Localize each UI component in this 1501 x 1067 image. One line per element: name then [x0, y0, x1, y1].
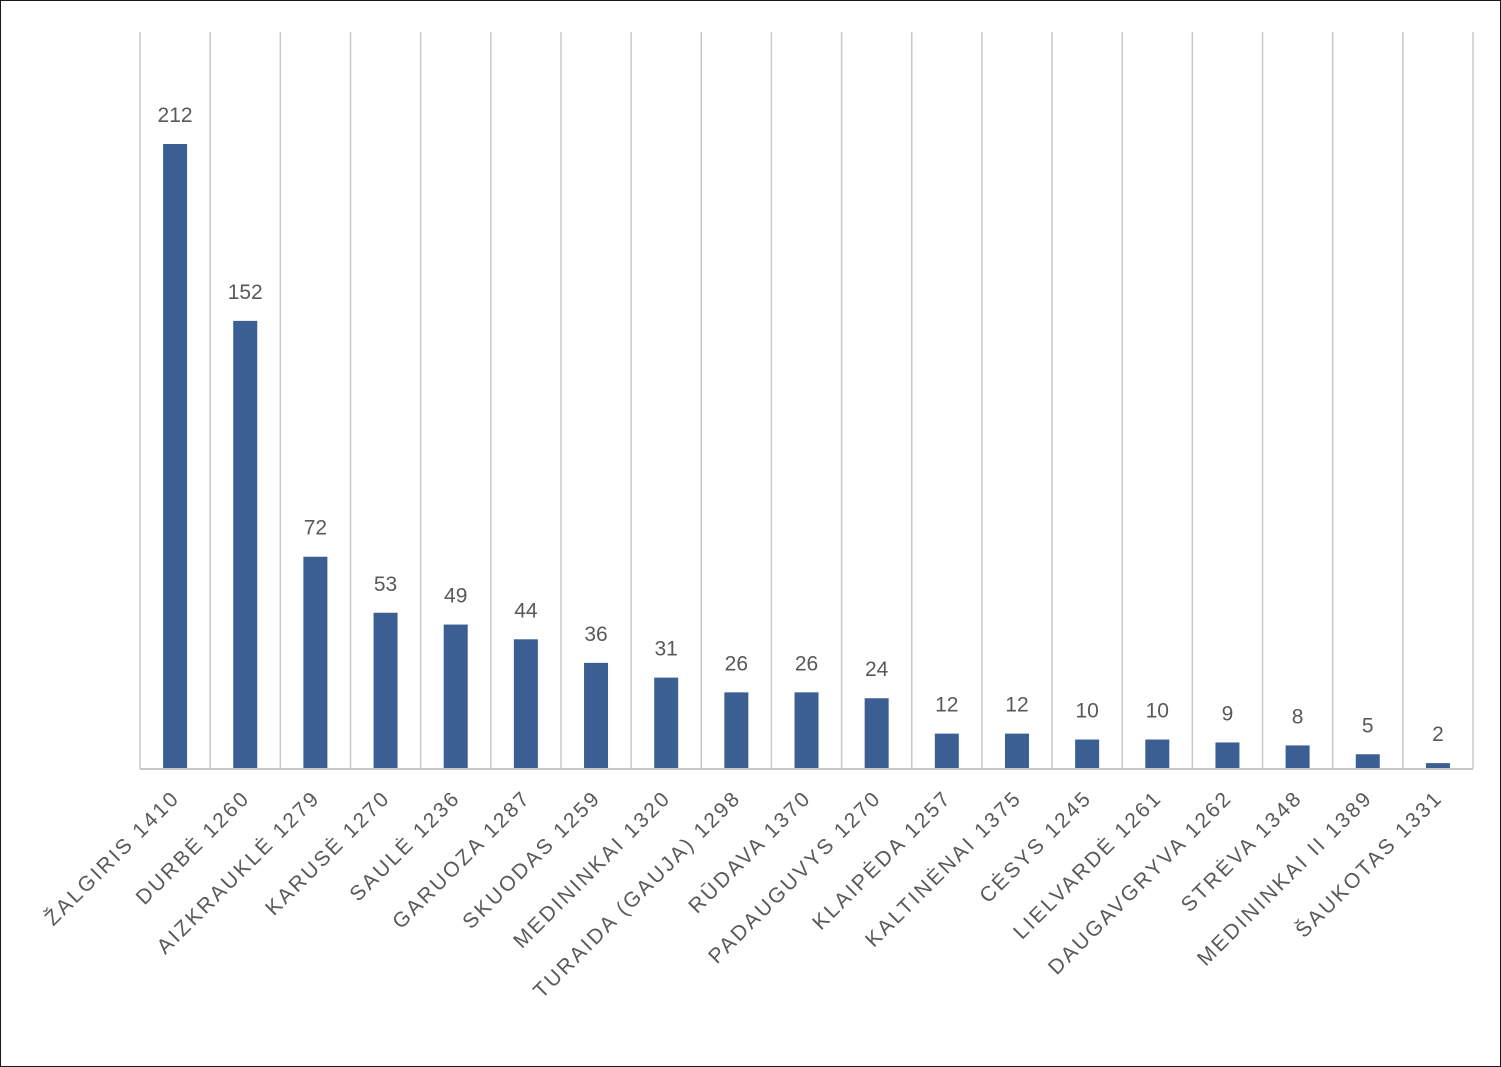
gridlines — [139, 32, 1474, 769]
category-label: ŽALGIRIS 1410 — [41, 786, 185, 930]
data-label: 12 — [935, 694, 958, 717]
data-label: 26 — [795, 652, 818, 675]
bar — [864, 698, 889, 769]
data-label: 10 — [1146, 700, 1169, 723]
bar — [513, 639, 538, 769]
bar — [1355, 754, 1380, 769]
bar — [373, 612, 398, 769]
data-label: 36 — [584, 623, 607, 646]
data-label: 31 — [655, 638, 678, 661]
data-label: 72 — [304, 517, 327, 540]
bars — [163, 144, 1450, 769]
bar — [1425, 763, 1450, 769]
bar — [233, 320, 258, 769]
bar — [1285, 745, 1310, 769]
category-label: STRĖVA 1348 — [1177, 786, 1307, 916]
data-label: 2 — [1432, 723, 1444, 746]
bar — [163, 144, 188, 769]
data-label: 12 — [1005, 694, 1028, 717]
bar — [1215, 742, 1240, 769]
bar — [654, 677, 679, 769]
data-label: 9 — [1222, 702, 1234, 725]
bar — [1075, 739, 1100, 769]
bar — [303, 556, 328, 769]
category-label: SKUODAS 1259 — [458, 786, 605, 933]
bar — [443, 624, 468, 769]
bar — [1004, 733, 1029, 769]
data-label: 44 — [514, 599, 538, 622]
bar — [1145, 739, 1170, 769]
category-label: RŪDAVA 1370 — [684, 786, 816, 918]
data-label: 26 — [725, 652, 748, 675]
data-label: 5 — [1362, 714, 1374, 737]
data-labels: 212 152 72 53 49 44 36 31 26 26 24 12 12 10 10 9 8 5 2 — [158, 104, 1444, 746]
data-label: 49 — [444, 585, 467, 608]
data-label: 10 — [1075, 700, 1098, 723]
data-label: 152 — [228, 281, 263, 304]
data-label: 53 — [374, 573, 397, 596]
bar — [584, 662, 609, 769]
data-label: 212 — [158, 104, 193, 127]
bar — [724, 692, 749, 769]
bar — [794, 692, 819, 769]
category-label: GARUOZA 1287 — [388, 786, 535, 933]
category-label: KLAIPĖDA 1257 — [808, 786, 956, 934]
bar — [934, 733, 959, 769]
data-label: 8 — [1292, 705, 1304, 728]
data-label: 24 — [865, 658, 889, 681]
category-label: KARUSĖ 1270 — [261, 786, 395, 920]
